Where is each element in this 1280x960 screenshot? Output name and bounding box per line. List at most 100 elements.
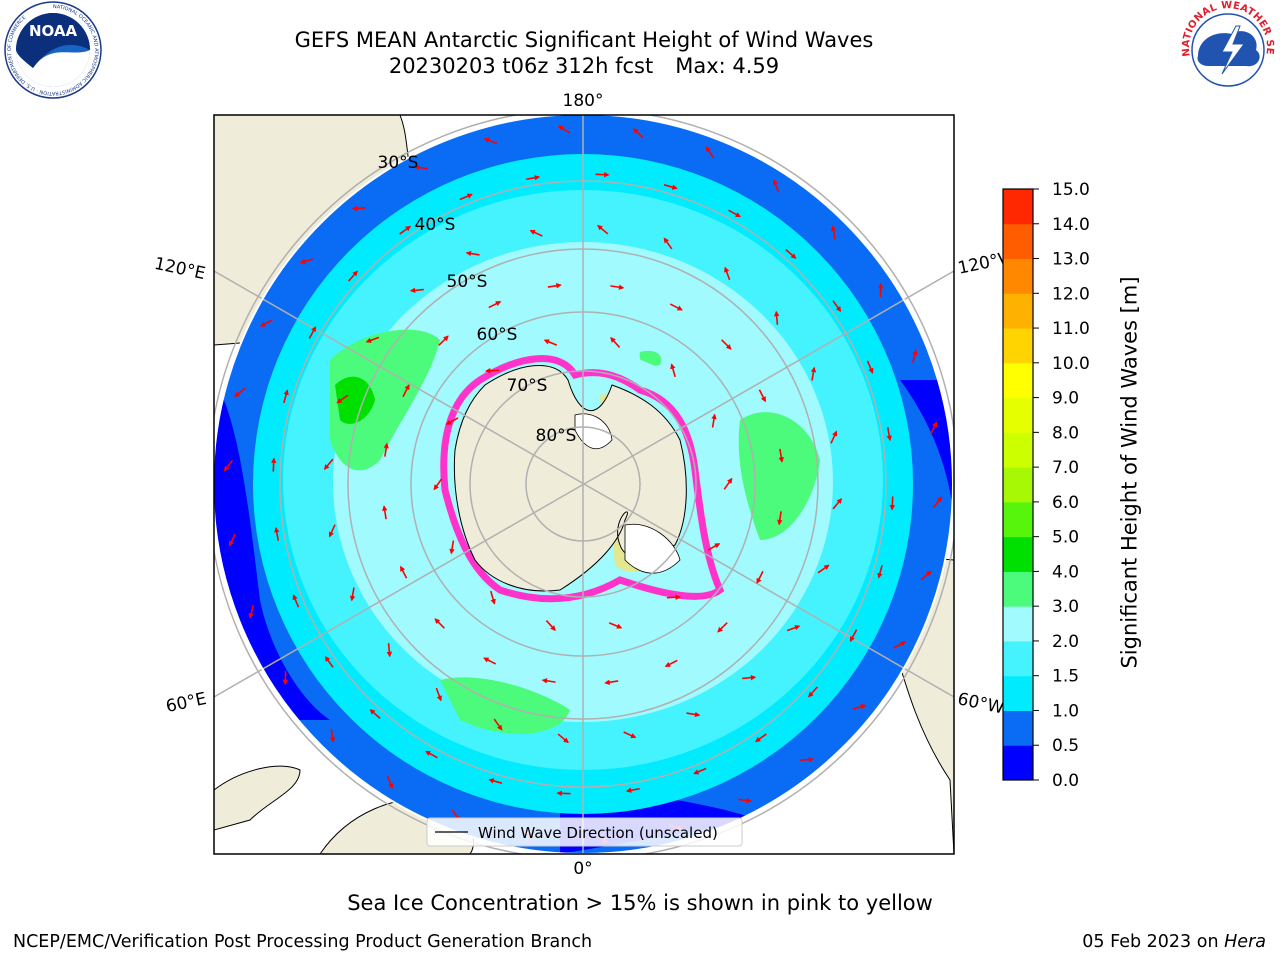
wave-arrow (632, 128, 644, 139)
wave-arrow (438, 335, 449, 346)
wave-arrow (866, 360, 874, 374)
colorbar-segment (1003, 640, 1033, 677)
wave-arrow (886, 427, 892, 442)
wave-arrow (336, 394, 349, 404)
colorbar-segment (1003, 432, 1033, 468)
colorbar-tick-label: 0.5 (1052, 736, 1079, 756)
map-frame-content (214, 115, 954, 854)
noaa-logo-icon: NOAA NATIONAL OCEANIC AND ATMOSPHERIC AD… (4, 1, 102, 99)
wave-arrow (223, 460, 234, 472)
forecast-date: 20230203 t06z 312h fcst (388, 54, 654, 78)
wave-arrow (483, 657, 497, 665)
wave-arrow (545, 619, 556, 632)
wave-arrow (483, 137, 498, 145)
wave-arrow (849, 629, 858, 643)
colorbar-tick-label: 3.0 (1052, 597, 1079, 617)
wave-arrow (328, 524, 336, 538)
lat-label-70s: 70°S (507, 376, 548, 396)
wave-arrow (351, 205, 366, 212)
colorbar-tick-label: 5.0 (1052, 528, 1079, 548)
wave-arrow (663, 237, 673, 250)
wave-arrow (623, 731, 637, 739)
colorbar-segment (1003, 397, 1033, 433)
wave-arrow (852, 704, 867, 710)
wave-arrow (707, 543, 721, 551)
map-legend: Wind Wave Direction (unscaled) (426, 817, 743, 847)
colorbar-frame (1002, 188, 1034, 781)
wave-arrow (383, 442, 389, 457)
colorbar-label: Significant Height of Wind Waves [m] (1117, 276, 1142, 669)
wave-arrow (737, 797, 752, 804)
wave-arrow (402, 384, 410, 398)
wave-arrow (228, 533, 236, 547)
wave-arrow (270, 457, 277, 472)
lon-label-60e: 60°E (164, 689, 208, 717)
footer-date-text: 05 Feb 2023 on (1082, 932, 1219, 952)
wave-arrow (810, 366, 817, 381)
wave-arrow (399, 565, 408, 579)
wave-arrow (490, 590, 496, 605)
graticule (214, 115, 954, 854)
wave-arrow (786, 625, 801, 632)
wave-arrow (686, 711, 701, 718)
wave-arrow (299, 258, 314, 264)
lat-label-60s: 60°S (477, 325, 518, 345)
colorbar-tick-label: 15.0 (1052, 180, 1090, 200)
map-border (213, 114, 955, 855)
colorbar-tick-label: 4.0 (1052, 562, 1079, 582)
colorbar-segment (1003, 536, 1033, 572)
wave-arrow (308, 325, 317, 339)
wave-arrow (800, 756, 815, 763)
colorbar-tick-label: 6.0 (1052, 493, 1079, 513)
wave-arrow (323, 458, 334, 470)
wave-arrow (557, 733, 569, 744)
colorbar-segment (1003, 571, 1033, 607)
wave-arrow (830, 430, 838, 444)
wave-arrow (349, 587, 356, 602)
wave-arrow (693, 767, 707, 775)
colorbar-segment (1003, 258, 1033, 294)
wave-arrow (369, 709, 381, 719)
wave-arrow (435, 687, 442, 702)
wave-arrow (889, 496, 896, 511)
wave-arrow (234, 387, 246, 398)
wave-arrow (608, 622, 623, 629)
colorbar-segment (1003, 606, 1033, 642)
wave-arrow (877, 564, 883, 579)
wave-arrow (597, 224, 609, 235)
max-value: Max: 4.59 (675, 54, 780, 78)
wave-arrow (465, 250, 480, 257)
wave-arrow (663, 184, 678, 190)
wave-arrow (728, 209, 742, 218)
colorbar-tick-label: 2.0 (1052, 632, 1079, 652)
wave-arrow (292, 594, 300, 608)
wave-arrow (529, 229, 543, 237)
lon-label-120e: 120°E (152, 254, 207, 284)
footer-machine: Hera (1224, 932, 1266, 952)
chart-title: GEFS MEAN Antarctic Significant Height o… (294, 28, 874, 52)
wave-arrow (433, 478, 443, 491)
colorbar-segment (1003, 223, 1033, 260)
wave-arrow (449, 540, 455, 555)
wave-arrow (414, 164, 429, 171)
wave-arrow (526, 175, 541, 181)
wave-arrow (911, 349, 918, 364)
wave-arrow (493, 718, 503, 731)
wave-arrow (705, 146, 715, 159)
colorbar-segment (1003, 745, 1033, 781)
lon-label-180: 180° (563, 91, 604, 111)
wave-arrow (717, 622, 728, 633)
colorbar: 0.0 0.5 1.0 1.5 2.0 3.0 4.0 5.0 6.0 7.0 8.0 9.0 10.0… (1002, 180, 1090, 791)
wave-arrow (386, 643, 393, 658)
wave-arrow (777, 511, 783, 526)
sea-ice-note: Sea Ice Concentration > 15% is shown in … (347, 891, 933, 915)
lat-label-80s: 80°S (536, 426, 577, 446)
wave-arrow (666, 594, 681, 600)
colorbar-segment (1003, 467, 1033, 503)
wave-arrow (543, 339, 558, 346)
wave-arrow (754, 733, 767, 743)
wave-arrow (348, 270, 358, 282)
lat-label-40s: 40°S (415, 215, 456, 235)
wave-arrow (758, 389, 767, 403)
